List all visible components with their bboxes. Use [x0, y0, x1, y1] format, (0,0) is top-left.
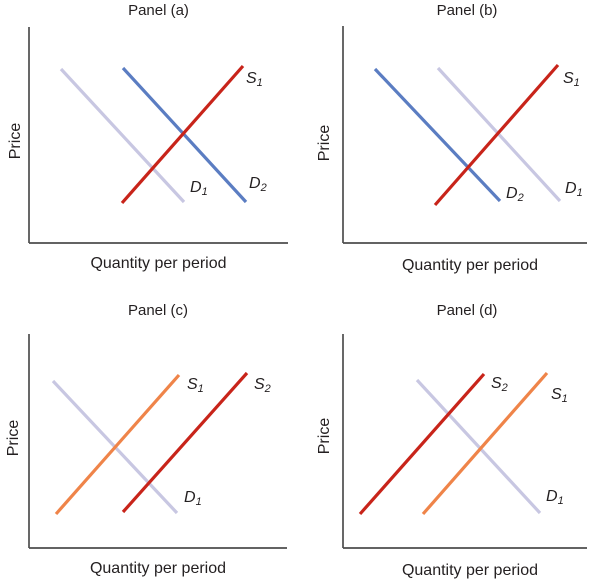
curve-label-S1: S1: [551, 386, 568, 405]
curve-label-S1: S1: [246, 70, 263, 89]
S1-supply-curve: [120, 64, 245, 205]
curve-label-S1: S1: [563, 70, 580, 89]
curve-label-D1: D1: [190, 179, 208, 198]
S2-supply-curve: [358, 372, 486, 516]
panel-c-title: Panel (c): [127, 302, 189, 319]
panel-c: Panel (c) Price Quantity per period D1 S1…: [0, 291, 300, 582]
panel-a-plot-area: [28, 27, 288, 244]
S1-supply-curve: [54, 373, 181, 516]
S1-supply-curve: [421, 371, 549, 516]
D2-demand-curve: [121, 66, 248, 204]
panel-a-title: Panel (a): [128, 2, 189, 19]
panel-b-plot-area: [342, 26, 587, 244]
D1-demand-curve: [59, 67, 186, 204]
panel-a-x-axis-label: Quantity per period: [90, 255, 227, 272]
curve-label-D1: D1: [565, 180, 583, 199]
panel-b-title: Panel (b): [436, 2, 498, 19]
curve-label-D2: D2: [249, 175, 267, 194]
panel-b: Panel (b) Price Quantity per period D2 D1…: [300, 0, 600, 291]
S2-supply-curve: [121, 371, 249, 514]
curve-label-S2: S2: [491, 375, 508, 394]
panel-d-plot-area: [342, 334, 587, 549]
curve-label-S2: S2: [254, 376, 271, 395]
panel-d-title: Panel (d): [436, 302, 498, 319]
panel-b-x-axis-label: Quantity per period: [401, 257, 539, 274]
panel-d-x-axis-label: Quantity per period: [401, 562, 539, 579]
curve-label-D1: D1: [546, 488, 564, 507]
panel-c-x-axis-label: Quantity per period: [89, 560, 227, 577]
curve-label-S1: S1: [187, 376, 204, 395]
panel-d: Panel (d) Price Quantity per period D1 S2…: [300, 291, 600, 582]
curve-label-D2: D2: [506, 185, 524, 204]
D2-demand-curve: [373, 67, 502, 203]
panel-c-plot-area: [28, 334, 287, 549]
S1-supply-curve: [433, 63, 560, 207]
D1-demand-curve: [415, 378, 542, 515]
curve-label-D1: D1: [184, 489, 202, 508]
panel-a: Panel (a) Price Quantity per period D1 D2…: [0, 0, 300, 291]
